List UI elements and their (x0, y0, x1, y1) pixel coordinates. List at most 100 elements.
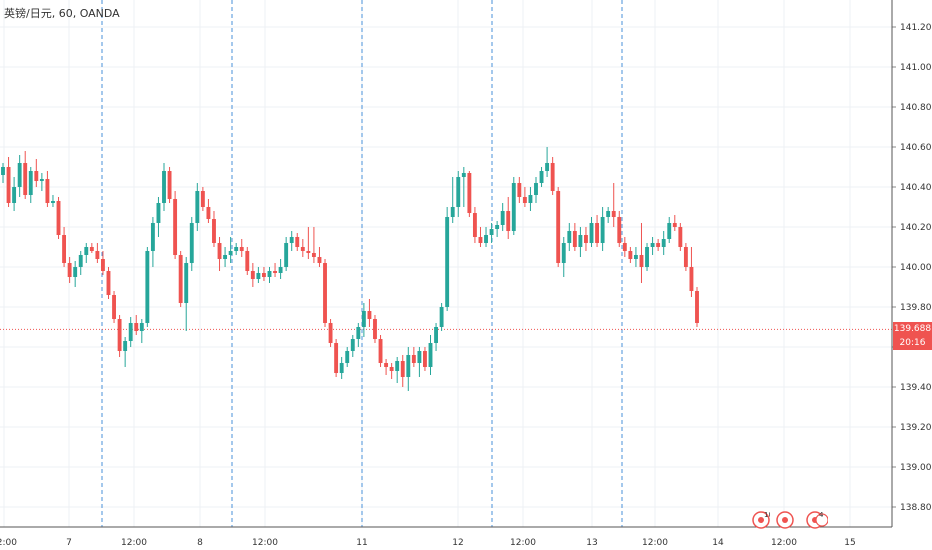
candle (328, 319, 333, 347)
candle (450, 177, 455, 223)
x-tick-label: 12 (452, 538, 463, 548)
candle-body (200, 191, 205, 207)
y-tick-label: 140.400 (900, 183, 932, 193)
candle (195, 183, 200, 231)
candle-body (645, 247, 649, 267)
candle (267, 267, 272, 283)
candle (256, 267, 261, 283)
candle-body (411, 355, 416, 363)
candle (661, 231, 666, 255)
candle-body (145, 251, 150, 323)
day-separators (101, 0, 623, 527)
candle-body (1, 167, 5, 175)
y-tick-label: 139.800 (900, 303, 932, 313)
candle-body (273, 271, 277, 273)
candle-body (262, 273, 266, 277)
candle-body (67, 263, 72, 277)
candle-body (678, 227, 683, 247)
candle (306, 227, 311, 259)
candle-body (472, 213, 477, 237)
candle (650, 237, 655, 255)
event-dot-icon[interactable] (776, 511, 794, 529)
candle-body (289, 237, 294, 243)
candle-body (162, 171, 166, 203)
candle (1, 163, 5, 183)
candle-body (511, 183, 516, 231)
candle-body (178, 255, 183, 303)
candle-body (295, 237, 300, 247)
candle-body (445, 217, 450, 307)
candle-body (311, 253, 316, 257)
x-tick-label: 11 (356, 538, 367, 548)
x-tick-label: 12:00 (642, 538, 668, 548)
candle (184, 257, 189, 331)
candle-body (672, 223, 677, 227)
candle-body (417, 351, 422, 363)
y-tick-label: 140.200 (900, 223, 932, 233)
candle (189, 217, 194, 271)
event-count: 10 (764, 511, 770, 519)
candle-body (206, 207, 211, 219)
candle (528, 187, 533, 211)
candle-body (173, 199, 178, 255)
candle (262, 267, 266, 281)
candle (17, 155, 22, 197)
candle (345, 347, 350, 367)
candle (506, 197, 511, 239)
candle-body (400, 361, 405, 377)
candle (667, 217, 672, 243)
candle-body (539, 171, 544, 183)
candle-body (95, 251, 100, 259)
candle-body (17, 163, 22, 187)
candle-body (395, 361, 400, 371)
candle (67, 257, 72, 283)
event-count: 4 (819, 511, 824, 519)
x-tick-label: 14 (712, 538, 724, 548)
candle (156, 197, 161, 237)
candle-body (522, 197, 527, 203)
candle-body (12, 187, 17, 203)
candle-body (123, 341, 128, 351)
candle (617, 211, 622, 247)
candle-body (567, 231, 572, 243)
candle (217, 237, 222, 271)
candle (472, 207, 477, 243)
candle (117, 315, 122, 357)
candle-body (489, 229, 494, 235)
candle (250, 263, 255, 287)
event-calendar-icon[interactable]: 10 (752, 511, 773, 529)
x-tick-label: 12:00 (510, 538, 536, 548)
candle (39, 173, 44, 191)
candle (73, 261, 78, 287)
candle-body (51, 201, 55, 203)
candle (273, 263, 277, 277)
candle-body (650, 243, 655, 247)
candle (295, 233, 300, 251)
candle-body (434, 327, 438, 343)
candle-body (467, 173, 472, 213)
candle-body (150, 223, 155, 251)
candle-body (661, 239, 666, 247)
candle (200, 187, 205, 211)
candle (378, 335, 383, 367)
candle-body (256, 273, 261, 279)
candle-body (212, 219, 216, 243)
candle (356, 323, 361, 347)
candle (434, 323, 438, 351)
event-calendar-icon[interactable]: 4 (806, 511, 829, 529)
candle-body (28, 171, 33, 195)
candle (278, 259, 283, 279)
candle-body (656, 243, 661, 247)
candle-body (128, 323, 133, 341)
candle (162, 163, 166, 211)
candle-body (112, 295, 116, 319)
candle (23, 151, 28, 199)
candle (589, 217, 594, 247)
candle-body (189, 223, 194, 263)
candle (62, 227, 67, 267)
candle (511, 177, 516, 235)
candle (406, 347, 411, 391)
bar-countdown-label: 20:16 (893, 336, 932, 351)
